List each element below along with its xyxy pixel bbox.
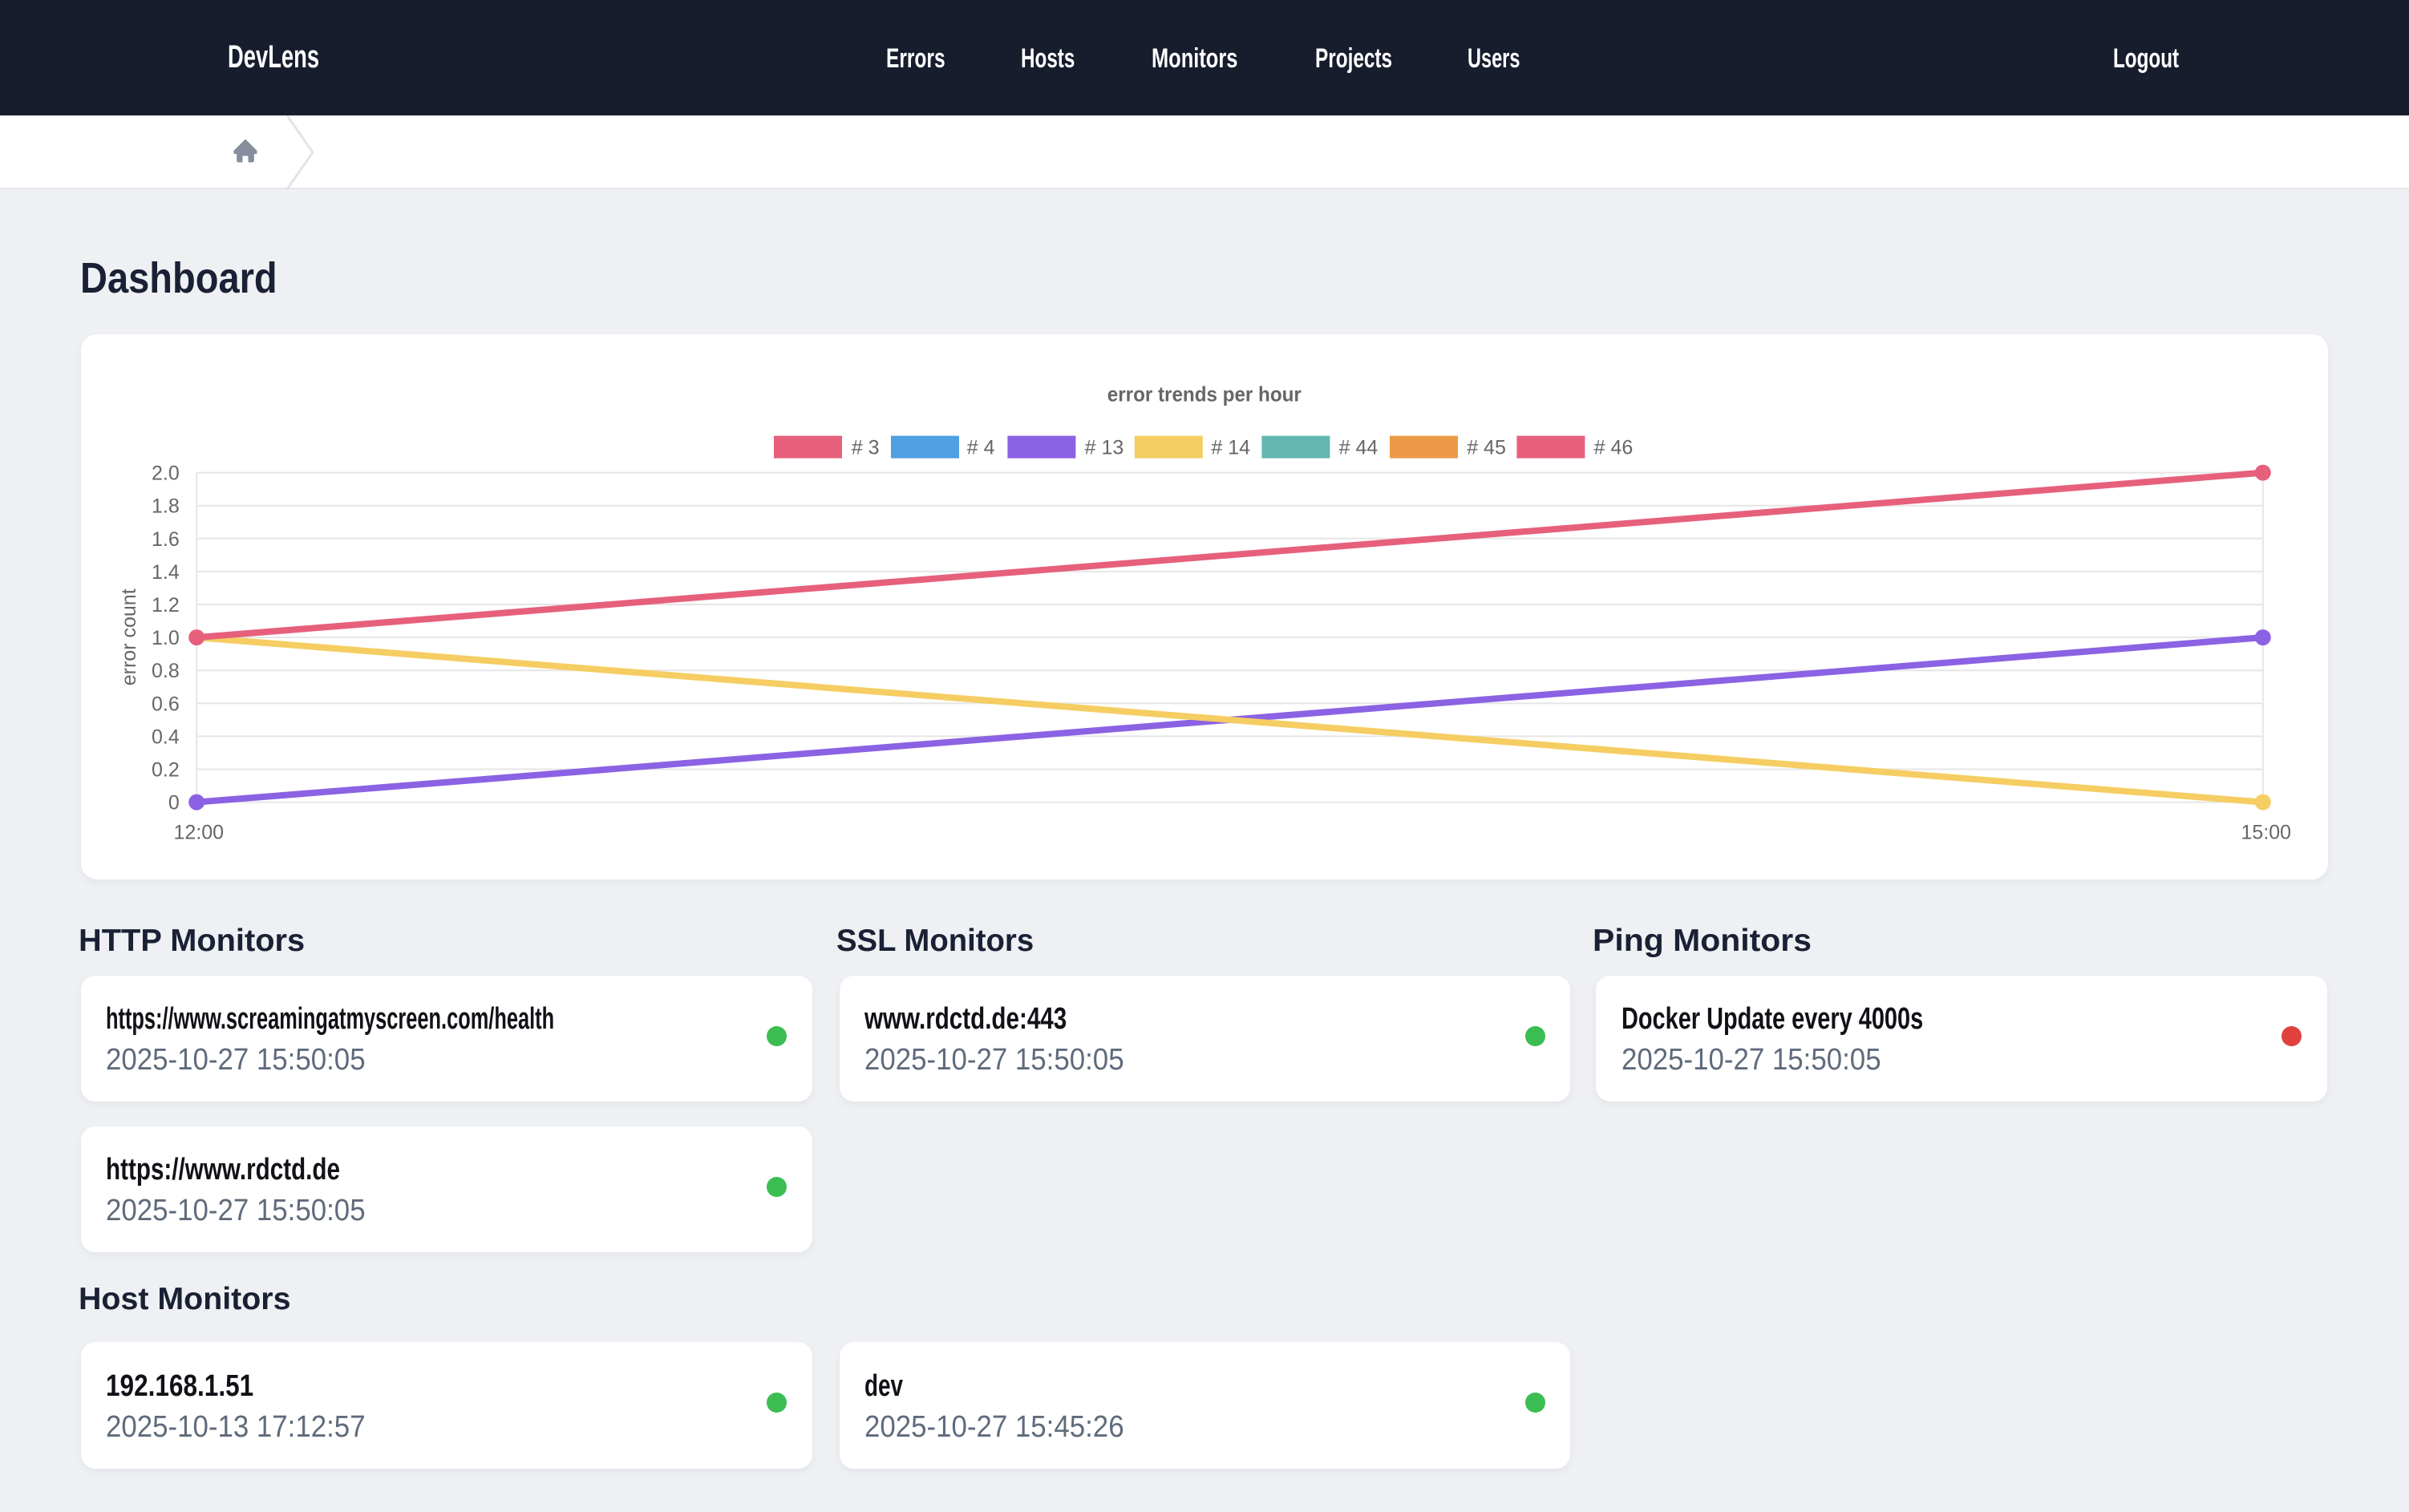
svg-text:error trends per hour: error trends per hour [1107, 382, 1302, 406]
svg-text:1.6: 1.6 [152, 528, 180, 551]
svg-text:15:00: 15:00 [2241, 822, 2292, 844]
svg-text:1.2: 1.2 [152, 594, 180, 617]
svg-text:# 44: # 44 [1339, 437, 1379, 459]
svg-text:# 45: # 45 [1467, 437, 1506, 459]
svg-text:# 3: # 3 [852, 437, 880, 459]
svg-text:# 4: # 4 [967, 437, 995, 459]
svg-text:1.0: 1.0 [152, 627, 180, 649]
svg-text:1.8: 1.8 [152, 495, 180, 518]
svg-text:# 14: # 14 [1212, 437, 1251, 459]
svg-text:0.8: 0.8 [152, 661, 180, 683]
svg-text:12:00: 12:00 [174, 822, 225, 844]
svg-text:# 46: # 46 [1594, 437, 1634, 459]
svg-text:0.6: 0.6 [152, 693, 180, 716]
svg-text:0.2: 0.2 [152, 759, 180, 782]
svg-text:error count: error count [118, 589, 140, 686]
svg-text:# 13: # 13 [1085, 437, 1124, 459]
svg-text:2.0: 2.0 [152, 463, 180, 485]
svg-text:1.4: 1.4 [152, 561, 180, 584]
svg-text:0: 0 [168, 792, 180, 815]
svg-text:0.4: 0.4 [152, 726, 180, 749]
